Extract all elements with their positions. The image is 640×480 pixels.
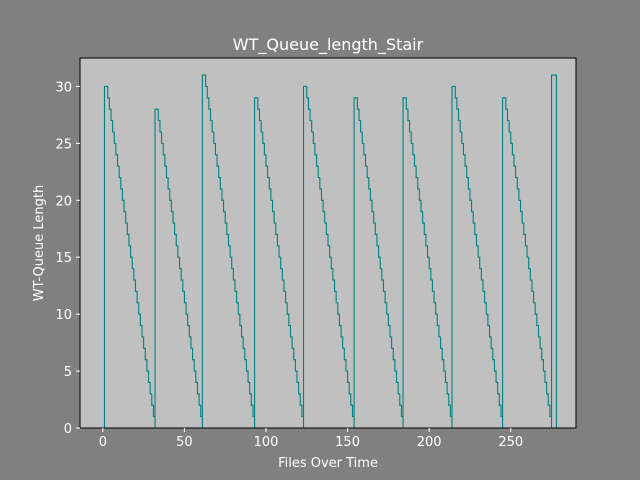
y-tick-layer: 0 5 10 15 20 25 30 [55,80,80,437]
x-tick-label: 250 [498,435,523,450]
chart-title: WT_Queue_length_Stair [233,35,424,55]
x-axis-label: Files Over Time [278,456,378,471]
axes-frame [79,57,577,429]
y-tick-label: 10 [55,308,72,323]
y-tick-label: 5 [64,365,72,380]
y-tick-label: 25 [55,137,72,152]
y-tick-label: 0 [64,422,72,437]
series-line [103,74,557,428]
x-tick-label: 50 [176,435,193,450]
line-layer [103,74,557,428]
y-tick-label: 20 [55,194,72,209]
x-tick-label: 150 [335,435,360,450]
y-tick-label: 15 [55,251,72,266]
x-tick-label: 0 [99,435,107,450]
x-tick-label: 100 [254,435,279,450]
x-tick-label: 200 [417,435,442,450]
x-tick-layer: 0 50 100 150 200 250 [99,428,523,450]
y-tick-label: 30 [55,80,72,95]
y-axis-label: WT-Queue Length [32,185,47,301]
